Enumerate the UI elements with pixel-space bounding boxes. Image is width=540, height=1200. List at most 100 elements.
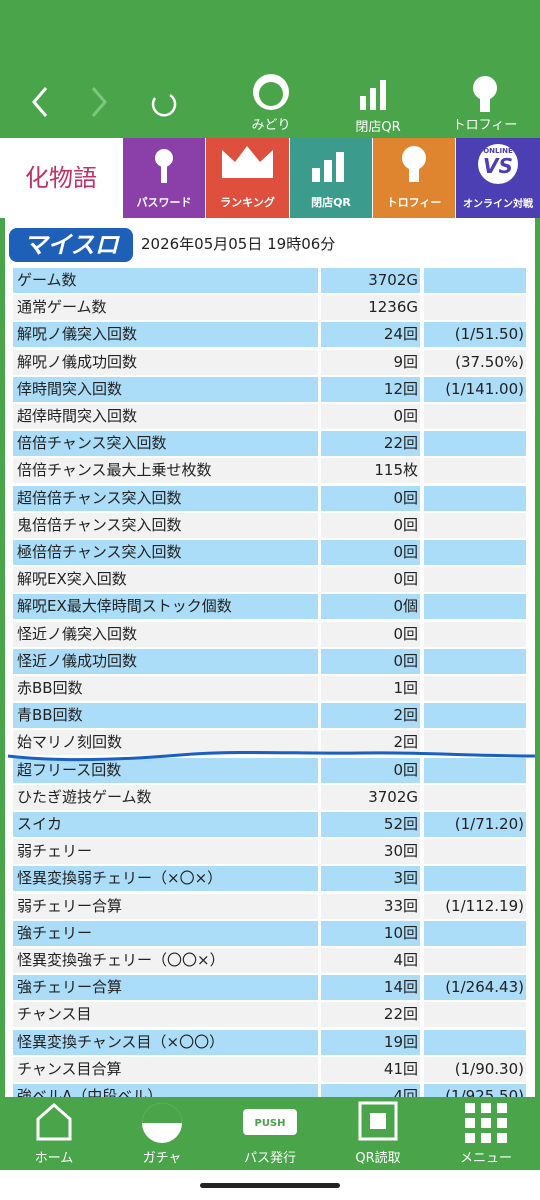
table-cell-label: ゲーム数 [13, 268, 318, 293]
table-cell-label: 解呪ノ儀成功回数 [13, 349, 318, 375]
table-cell-label: 怪異変換弱チェリー（×〇×） [13, 866, 318, 892]
table-cell-ratio [424, 295, 526, 321]
top-label[interactable]: 閉店QR [355, 120, 401, 135]
table-cell-value: 3回 [321, 866, 420, 892]
gesture-bar [200, 1183, 340, 1188]
menu-tile[interactable]: トロフィー [373, 138, 455, 218]
table-cell-ratio [424, 839, 526, 865]
menu-tile[interactable]: パスワード [123, 138, 205, 218]
table-cell-label: 弱チェリー [13, 839, 318, 865]
menu-tile[interactable]: ランキング [206, 138, 289, 218]
table-cell-label: 超フリース回数 [13, 757, 318, 783]
menu-tile[interactable]: 閉店QR [290, 138, 372, 218]
content-panel: マイスロ 2026年05月05日 19時06分 ゲーム数 3702G 通常ゲーム数 1… [0, 218, 540, 1098]
reload[interactable] [151, 93, 177, 117]
table-cell-value: 14回 [321, 975, 420, 1001]
table-cell-label: 弱チェリー合算 [13, 893, 318, 919]
table-cell-ratio [424, 1029, 526, 1055]
menu-label: 閉店QR [311, 196, 351, 209]
table-cell-ratio: (37.50%) [424, 349, 526, 375]
table-cell-ratio: (1/90.30) [424, 1056, 526, 1082]
table-cell-value: 19回 [321, 1029, 420, 1055]
table-cell-value: 1回 [321, 676, 420, 701]
push-badge: PUSH [254, 1118, 285, 1129]
stats-table: ゲーム数 3702G 通常ゲーム数 1236G 解呪ノ儀突入回数 24回 (1/51.50)… [5, 218, 535, 1098]
table-cell-ratio: (1/51.50) [424, 322, 526, 348]
top-icons [32, 74, 497, 117]
table-cell-label: 赤BB回数 [13, 676, 318, 701]
table-cell-label: チャンス目合算 [13, 1056, 318, 1082]
table-cell-ratio [424, 920, 526, 946]
badge-text: VS [483, 154, 513, 178]
table-cell-value: 22回 [321, 1002, 420, 1028]
table-cell-value: 0回 [321, 404, 420, 429]
table-cell-label: 怪異変換チャンス目（×〇〇） [13, 1029, 318, 1055]
bottom-label[interactable]: ガチャ [142, 1151, 182, 1166]
table-cell-label: 怪異変換強チェリー（〇〇×） [13, 948, 318, 973]
table-cell-ratio [424, 648, 526, 674]
table-cell-label: 鬼倍倍チャンス突入回数 [13, 512, 318, 538]
table-cell-label: 強ベルA（中段ベル） [13, 1084, 318, 1098]
table-cell-value: 3702G [321, 784, 420, 810]
table-cell-label: 怪近ノ儀突入回数 [13, 621, 318, 647]
table-cell-label: 超倍倍チャンス突入回数 [13, 485, 318, 511]
table-cell-value: 24回 [321, 322, 420, 348]
annotation-stroke [7, 750, 536, 762]
bottom-icons: PUSH [36, 1101, 507, 1143]
table-cell-value: 4回 [321, 1084, 420, 1098]
table-cell-value: 1236G [321, 295, 420, 321]
top-bar: みどり 閉店QR トロフィー [0, 0, 540, 138]
table-cell-ratio [424, 458, 526, 484]
table-cell-value: 0個 [321, 594, 420, 620]
table-cell-value: 52回 [321, 812, 420, 837]
table-cell-label: 超倖時間突入回数 [13, 404, 318, 429]
table-cell-ratio [424, 621, 526, 647]
menu-label: パスワード [136, 196, 192, 209]
table-cell-ratio [424, 757, 526, 783]
table-cell-value: 0回 [321, 512, 420, 538]
table-cell-ratio [424, 703, 526, 729]
bottom-label[interactable]: ホーム [34, 1151, 74, 1166]
menu-row: 化物語 パスワード ランキング 閉店QR トロフィー ONLINE VS オンラ… [0, 138, 540, 218]
content: マイスロ 2026年05月05日 19時06分 ゲーム数 3702G 通常ゲーム数 1… [5, 218, 535, 1098]
top-label[interactable]: トロフィー [452, 118, 518, 133]
table-cell-ratio: (1/264.43) [424, 975, 526, 1001]
table-cell-value: 0回 [321, 621, 420, 647]
table-cell-label: チャンス目 [13, 1002, 318, 1028]
table-cell-ratio [424, 866, 526, 892]
datetime: 2026年05月05日 19時06分 [141, 235, 336, 253]
table-cell-ratio [424, 567, 526, 593]
table-cell-label: 解呪ノ儀突入回数 [13, 322, 318, 348]
table-cell-label: 倍倍チャンス突入回数 [13, 431, 318, 457]
menu-tile[interactable]: ONLINE VS オンライン対戦 [456, 138, 540, 218]
table-cell-value: 2回 [321, 730, 420, 756]
table-cell-ratio [424, 784, 526, 810]
bottom-label[interactable]: メニュー [459, 1151, 512, 1166]
table-cell-value: 9回 [321, 349, 420, 375]
game-logo[interactable]: 化物語 [0, 138, 122, 218]
bottom-nav: PUSH ホーム ガチャ パス発行 QR読取 メニュー [0, 1097, 540, 1170]
table-cell-label: 青BB回数 [13, 703, 318, 729]
table-cell-label: 解呪EX突入回数 [13, 567, 318, 593]
forward-arrow[interactable] [91, 87, 107, 117]
table-cell-label: 解呪EX最大倖時間ストック個数 [13, 594, 318, 620]
table-cell-ratio [424, 948, 526, 973]
back-arrow[interactable] [32, 87, 48, 117]
menu-label: トロフィー [386, 196, 442, 209]
table-cell-value: 4回 [321, 948, 420, 973]
table-cell-value: 2回 [321, 703, 420, 729]
table-cell-value: 22回 [321, 431, 420, 457]
table-cell-ratio [424, 404, 526, 429]
bottom-label[interactable]: QR読取 [355, 1151, 401, 1166]
trophy-icon[interactable] [473, 76, 497, 100]
top-label[interactable]: みどり [251, 118, 291, 133]
gesture-area [0, 1170, 540, 1200]
table-cell-ratio: (1/925.50) [424, 1084, 526, 1098]
table-cell-value: 3702G [321, 268, 420, 293]
table-cell-value: 30回 [321, 839, 420, 865]
table-cell-ratio: (1/71.20) [424, 812, 526, 837]
bottom-label[interactable]: パス発行 [243, 1151, 296, 1166]
table-cell-ratio [424, 594, 526, 620]
table-cell-label: スイカ [13, 812, 318, 837]
